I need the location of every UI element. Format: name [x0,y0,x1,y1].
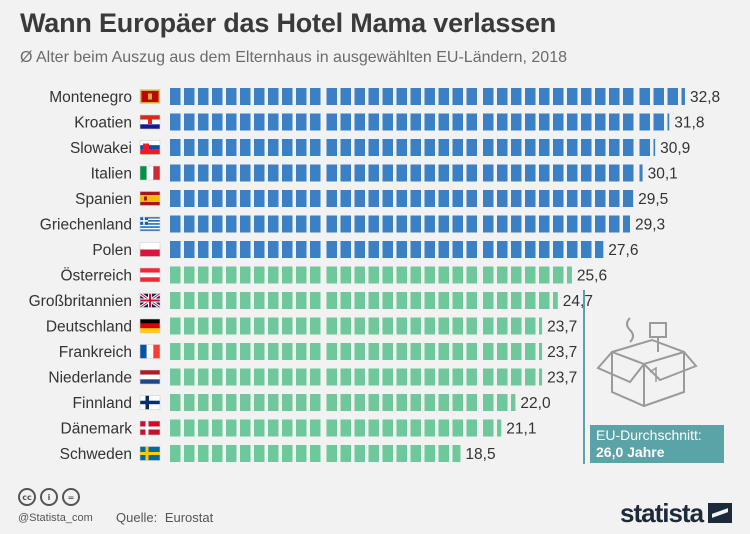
license-icons: cc i = [18,488,80,506]
bar [170,292,558,309]
france-flag [139,344,161,359]
value-label: 25,6 [577,268,607,285]
bar-row: Frankreich 23,7 [59,343,577,361]
bar [170,139,656,156]
bar-row: Deutschland 23,7 [46,317,577,336]
eu-average-value: 26,0 Jahre [596,444,665,460]
bar [170,445,461,462]
bar [170,394,516,411]
category-label: Finnland [73,395,132,412]
nd-icon: = [62,488,80,506]
netherlands-flag [139,369,161,385]
uk-flag [139,292,161,309]
value-label: 24,7 [563,293,593,310]
bar [170,113,670,131]
cc-icon: cc [18,488,36,506]
spain-flag [139,191,161,206]
source-label: Quelle: [116,510,158,525]
sweden-flag [139,446,161,461]
montenegro-flag [139,89,161,104]
bar [170,215,631,233]
category-label: Griechenland [40,217,132,234]
value-label: 23,7 [547,319,577,336]
page-title: Wann Europäer das Hotel Mama verlassen [20,8,557,38]
category-label: Polen [92,242,132,259]
poland-flag [139,242,161,257]
bar [170,419,502,437]
bar-row: Niederlande 23,7 [48,368,577,387]
value-label: 18,5 [465,446,495,463]
bar-row: Italien 30,1 [91,164,678,183]
bar-row: Großbritannien 24,7 [29,292,593,310]
austria-flag [139,267,161,283]
italy-flag [139,165,161,181]
value-label: 29,3 [635,217,665,234]
bar-row: Kroatien 31,8 [74,113,704,132]
value-label: 30,9 [660,140,690,157]
germany-flag [139,318,161,334]
eu-average-label: EU-Durchschnitt: [596,427,702,443]
category-label: Italien [91,166,132,183]
category-label: Schweden [60,446,132,463]
source: Quelle: Eurostat [112,510,213,525]
bar [170,368,543,386]
denmark-flag [139,420,161,436]
bar-row: Österreich 25,6 [61,266,607,285]
bar [170,266,572,284]
value-label: 21,1 [506,421,536,438]
category-label: Montenegro [49,89,132,106]
bar [170,241,604,258]
value-label: 22,0 [520,395,551,412]
bar-row: Schweden 18,5 [60,445,496,463]
eu-average-callout: EU-Durchschnitt: 26,0 Jahre [590,425,724,463]
category-label: Kroatien [74,115,132,132]
value-label: 30,1 [648,166,678,183]
category-label: Spanien [75,191,132,208]
value-label: 31,8 [674,115,704,132]
bar-row: Finnland 22,0 [73,394,551,412]
category-label: Frankreich [59,344,132,361]
bar-row: Polen 27,6 [92,241,638,259]
bar-row: Spanien 29,5 [75,190,668,208]
bar-row: Montenegro 32,8 [49,88,720,106]
statista-logo[interactable]: statista [620,498,704,528]
by-icon: i [40,488,58,506]
page-subtitle: Ø Alter beim Auszug aus dem Elternhaus i… [20,49,567,66]
category-label: Niederlande [48,370,132,387]
bar-row: Griechenland 29,3 [40,215,665,234]
value-label: 32,8 [690,89,720,106]
category-label: Großbritannien [29,293,132,310]
croatia-flag [139,114,161,130]
value-label: 27,6 [608,242,638,259]
slovakia-flag [139,140,161,155]
value-label: 29,5 [638,191,668,208]
finland-flag [139,395,161,410]
bar [170,317,543,335]
category-label: Österreich [61,267,133,285]
greece-flag [139,216,161,232]
bar [170,190,634,207]
bar [170,164,643,182]
bar-row: Slowakei 30,9 [70,139,690,157]
value-label: 23,7 [547,370,577,387]
bar [170,88,685,105]
statista-logo-icon [708,503,732,523]
bar-row: Dänemark 21,1 [61,419,536,438]
bar [170,343,543,360]
twitter-handle: @Statista_com [18,512,93,524]
category-label: Dänemark [61,421,133,438]
category-label: Slowakei [70,140,132,157]
value-label: 23,7 [547,344,577,361]
category-label: Deutschland [46,319,132,336]
moving-box-icon [596,317,698,408]
source-value: Eurostat [164,510,214,525]
